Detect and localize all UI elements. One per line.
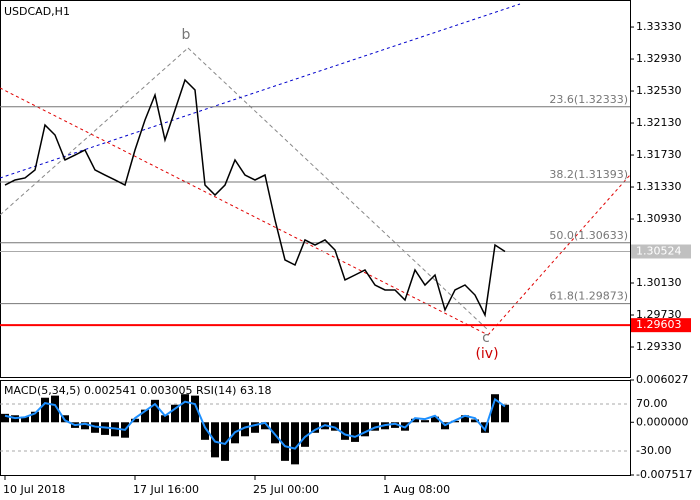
macd-bar	[171, 404, 179, 423]
macd-bar	[421, 420, 429, 423]
y-tick-label: 1.31730	[636, 148, 682, 161]
macd-bar	[1, 413, 9, 423]
chart-title: USDCAD,H1	[4, 5, 70, 18]
macd-bar	[461, 415, 469, 423]
macd-bar	[181, 394, 189, 423]
macd-bar	[411, 418, 419, 423]
macd-bar	[221, 422, 229, 461]
macd-bar	[41, 397, 49, 423]
fib-label: 23.6(1.32333)	[549, 93, 628, 106]
x-tick-label: 10 Jul 2018	[3, 483, 65, 496]
macd-bar	[81, 422, 89, 430]
macd-bar	[101, 422, 109, 435]
y-tick-label: 1.33330	[636, 20, 682, 33]
macd-bar	[21, 416, 29, 423]
macd-bar	[491, 394, 499, 423]
macd-bar	[191, 395, 199, 423]
current-price-box	[631, 244, 691, 259]
y-tick-label: 0.006027	[636, 373, 689, 386]
y-tick-label: 1.32530	[636, 84, 682, 97]
fib-label: 38.2(1.31393)	[549, 168, 628, 181]
y-tick-label: -0.007517	[636, 468, 692, 481]
macd-bar	[311, 422, 319, 433]
x-tick-label: 25 Jul 00:00	[253, 483, 319, 496]
main-panel-frame	[0, 0, 631, 378]
price-line	[4, 78, 506, 318]
macd-bar	[151, 399, 159, 423]
macd-bar	[131, 418, 139, 423]
macd-bar	[471, 419, 479, 423]
macd-bar	[241, 422, 249, 437]
wave-label: c	[482, 330, 490, 346]
y2-tick-label: 70.00	[636, 397, 668, 410]
y-tick-label: 1.29730	[636, 308, 682, 321]
y-tick-label: 1.32130	[636, 116, 682, 129]
current-price-label: 1.30524	[636, 244, 682, 257]
fib-label: 50.0(1.30633)	[549, 229, 628, 242]
fib-label: 61.8(1.29873)	[549, 290, 628, 303]
macd-bar	[201, 422, 209, 440]
macd-bar	[31, 411, 39, 423]
macd-bar	[301, 422, 309, 447]
rsi-line	[4, 397, 506, 450]
macd-bar	[141, 409, 149, 423]
macd-bar	[501, 404, 509, 423]
support-box	[631, 318, 691, 333]
wave-label: b	[182, 27, 191, 43]
support-label: 1.29603	[636, 318, 682, 331]
macd-bar	[271, 422, 279, 444]
macd-bar	[211, 422, 219, 458]
macd-bar	[281, 422, 289, 461]
trend-line	[0, 3, 521, 179]
macd-bar	[451, 420, 459, 423]
channel-line	[0, 87, 489, 336]
y-tick-label: 1.29330	[636, 340, 682, 353]
indicator-title: MACD(5,34,5) 0.002541 0.003005 RSI(14) 6…	[4, 384, 271, 397]
y2-tick-label: -30.00	[636, 444, 671, 457]
x-tick-label: 17 Jul 16:00	[133, 483, 199, 496]
x-tick-label: 1 Aug 08:00	[383, 483, 450, 496]
macd-bar	[341, 422, 349, 440]
wave-label: (iv)	[475, 346, 498, 362]
macd-bar	[51, 395, 59, 423]
macd-bar	[351, 422, 359, 442]
y-tick-label: 1.31330	[636, 180, 682, 193]
y-tick-label: 1.30930	[636, 212, 682, 225]
y-tick-label: 1.32930	[636, 52, 682, 65]
macd-bar	[251, 422, 259, 433]
macd-bar	[391, 422, 399, 428]
indicator-panel-frame	[0, 380, 631, 476]
macd-bar	[161, 415, 169, 423]
y-tick-label: 1.30130	[636, 276, 682, 289]
macd-bar	[291, 422, 299, 465]
macd-bar	[431, 416, 439, 423]
macd-bar	[261, 422, 269, 430]
y-tick-label: 0.000000	[636, 415, 689, 428]
macd-bar	[361, 422, 369, 437]
